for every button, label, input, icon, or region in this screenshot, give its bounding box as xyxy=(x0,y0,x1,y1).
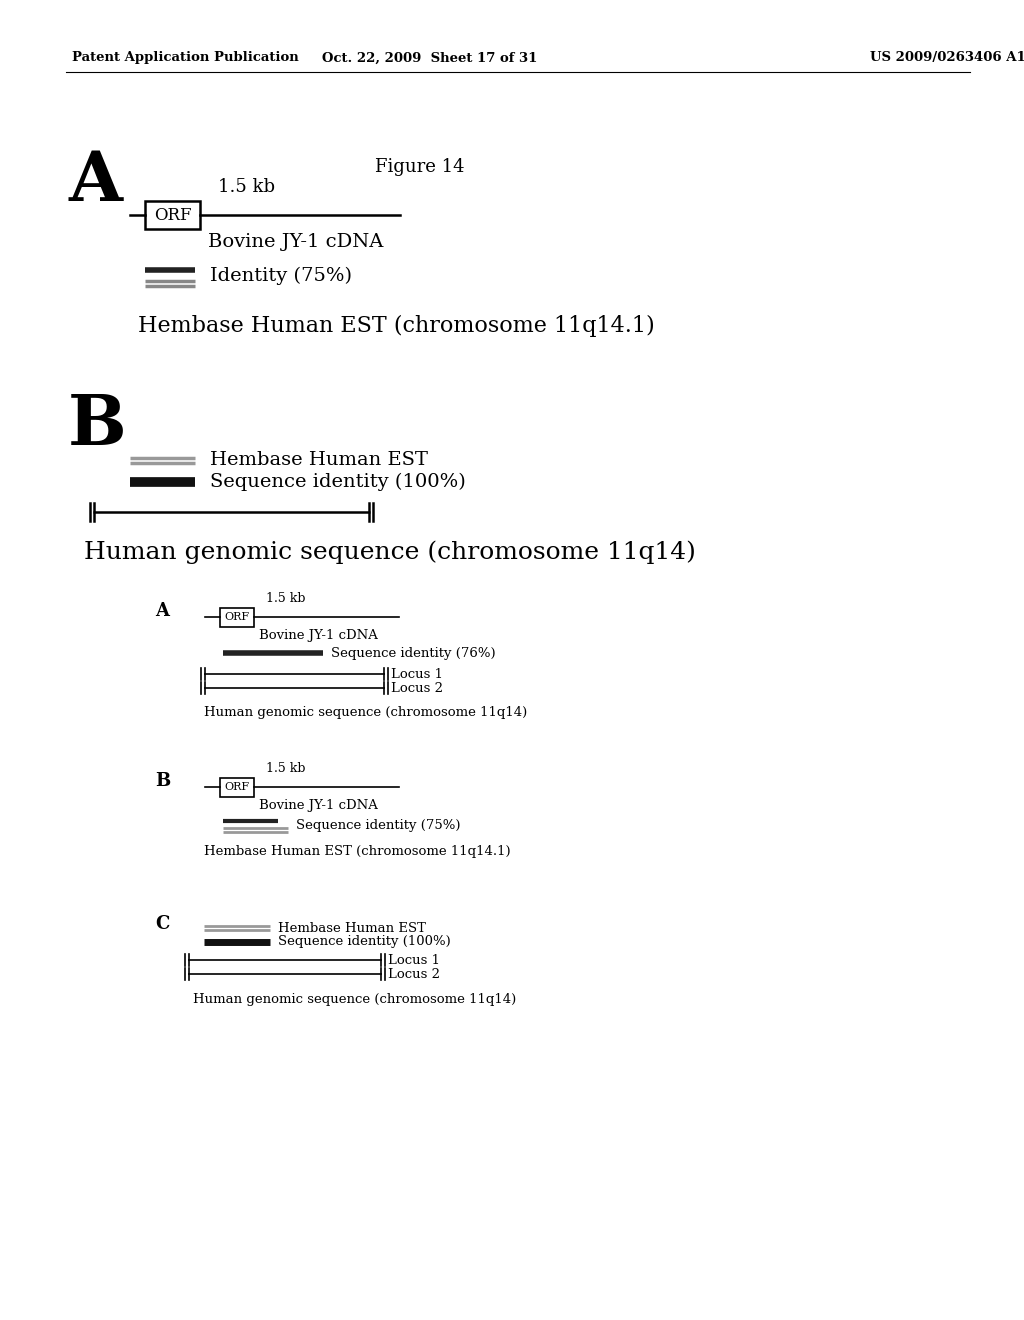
Text: Oct. 22, 2009  Sheet 17 of 31: Oct. 22, 2009 Sheet 17 of 31 xyxy=(323,51,538,65)
Text: 1.5 kb: 1.5 kb xyxy=(218,178,275,195)
Text: Locus 2: Locus 2 xyxy=(388,968,440,981)
Text: Identity (75%): Identity (75%) xyxy=(210,267,352,285)
Text: B: B xyxy=(155,772,170,789)
Text: Locus 2: Locus 2 xyxy=(391,681,443,694)
Text: 1.5 kb: 1.5 kb xyxy=(266,762,305,775)
Text: 1.5 kb: 1.5 kb xyxy=(266,591,305,605)
Text: C: C xyxy=(155,915,169,933)
Text: Locus 1: Locus 1 xyxy=(391,668,443,681)
Text: Hembase Human EST (chromosome 11q14.1): Hembase Human EST (chromosome 11q14.1) xyxy=(138,315,654,337)
Text: Hembase Human EST (chromosome 11q14.1): Hembase Human EST (chromosome 11q14.1) xyxy=(204,845,511,858)
Text: B: B xyxy=(68,392,127,459)
Text: Hembase Human EST: Hembase Human EST xyxy=(278,921,426,935)
Text: ORF: ORF xyxy=(154,206,191,223)
Text: Patent Application Publication: Patent Application Publication xyxy=(72,51,299,65)
Text: A: A xyxy=(68,148,122,215)
Text: Sequence identity (100%): Sequence identity (100%) xyxy=(278,936,451,949)
Text: Human genomic sequence (chromosome 11q14): Human genomic sequence (chromosome 11q14… xyxy=(204,706,527,719)
Text: ORF: ORF xyxy=(224,781,250,792)
Bar xyxy=(145,201,200,228)
Text: Sequence identity (100%): Sequence identity (100%) xyxy=(210,473,466,491)
Text: Human genomic sequence (chromosome 11q14): Human genomic sequence (chromosome 11q14… xyxy=(84,540,696,564)
Text: US 2009/0263406 A1: US 2009/0263406 A1 xyxy=(870,51,1024,65)
Text: A: A xyxy=(155,602,169,620)
Text: Bovine JY-1 cDNA: Bovine JY-1 cDNA xyxy=(208,234,383,251)
Bar xyxy=(220,777,254,796)
Text: Hembase Human EST: Hembase Human EST xyxy=(210,451,428,469)
Text: Bovine JY-1 cDNA: Bovine JY-1 cDNA xyxy=(259,800,378,813)
Bar xyxy=(220,607,254,627)
Text: Human genomic sequence (chromosome 11q14): Human genomic sequence (chromosome 11q14… xyxy=(193,993,516,1006)
Text: Figure 14: Figure 14 xyxy=(375,158,465,176)
Text: ORF: ORF xyxy=(224,612,250,622)
Text: Sequence identity (76%): Sequence identity (76%) xyxy=(331,647,496,660)
Text: Sequence identity (75%): Sequence identity (75%) xyxy=(296,818,461,832)
Text: Bovine JY-1 cDNA: Bovine JY-1 cDNA xyxy=(259,630,378,643)
Text: Locus 1: Locus 1 xyxy=(388,953,440,966)
